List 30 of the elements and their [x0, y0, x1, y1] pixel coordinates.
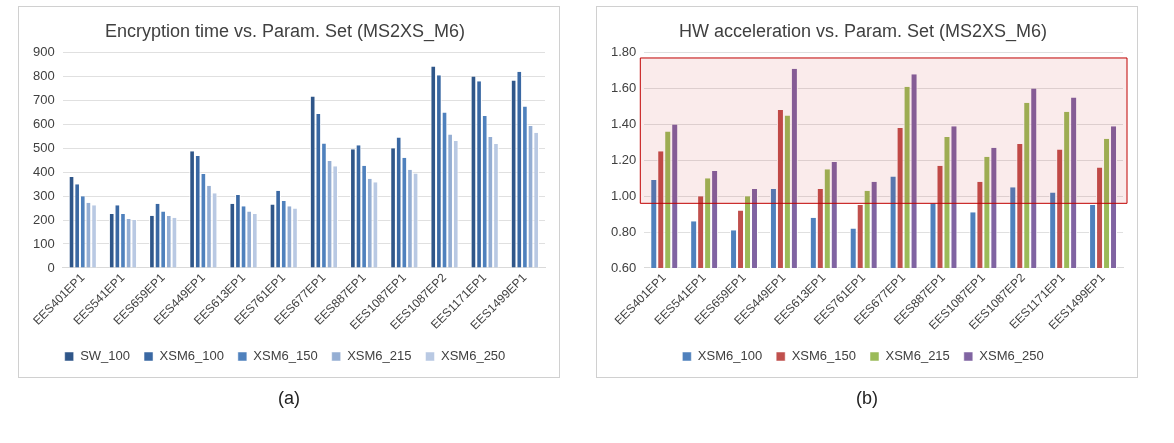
text: (b) [856, 388, 878, 409]
y-tick-label: 300 [32, 187, 55, 203]
y-tick-label: 0.80 [610, 223, 637, 239]
chart-title: HW acceleration vs. Param. Set (MS2XS_M6) [678, 20, 1048, 42]
y-tick-label: 900 [32, 44, 55, 60]
legend-label: XSM6_215 [347, 348, 412, 364]
legend-label: XSM6_150 [791, 348, 857, 364]
legend-label: XSM6_250 [441, 348, 506, 364]
legend-label: XSM6_250 [979, 348, 1044, 364]
y-tick-label: 1.60 [610, 80, 637, 96]
legend-label: XSM6_215 [885, 348, 950, 364]
y-tick-label: 100 [32, 235, 55, 251]
chart-title: Encryption time vs. Param. Set (MS2XS_M6) [104, 20, 466, 42]
y-tick-label: 1.80 [610, 44, 637, 60]
y-tick-label: 1.40 [610, 115, 637, 131]
y-tick-label: 700 [32, 92, 55, 108]
y-tick-label: 400 [32, 163, 55, 179]
y-tick-label: 1.00 [610, 187, 637, 203]
legend-label: XSM6_100 [159, 348, 224, 364]
y-tick-label: 0.60 [610, 259, 637, 275]
y-tick-label: 600 [32, 115, 55, 131]
text: (a) [278, 388, 300, 409]
legend-label: SW_100 [80, 348, 131, 364]
y-tick-label: 1.20 [610, 151, 637, 167]
legend-label: XSM6_100 [697, 348, 763, 364]
y-tick-label: 500 [32, 139, 55, 155]
y-tick-label: 200 [32, 211, 55, 227]
y-tick-label: 800 [32, 68, 55, 84]
y-tick-label: 0 [47, 259, 55, 275]
legend-label: XSM6_150 [253, 348, 318, 364]
